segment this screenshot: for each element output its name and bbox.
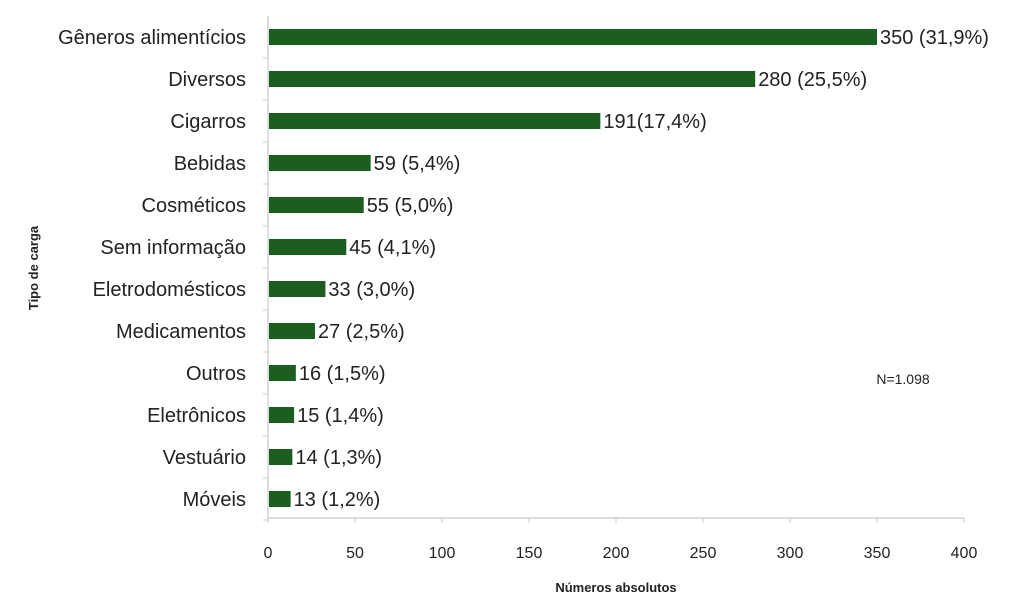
x-tick-label: 300 <box>777 545 804 562</box>
category-label: Sem informação <box>100 237 246 259</box>
data-label: 13 (1,2%) <box>294 489 381 511</box>
x-tick-label: 0 <box>264 545 273 562</box>
x-tick-label: 200 <box>603 545 630 562</box>
bar <box>269 491 291 507</box>
data-label: 33 (3,0%) <box>328 279 415 301</box>
data-label: 191(17,4%) <box>603 111 706 133</box>
bar <box>269 71 756 87</box>
bar <box>269 197 364 213</box>
data-label: 280 (25,5%) <box>758 69 867 91</box>
data-label: 55 (5,0%) <box>367 195 454 217</box>
bar <box>269 365 296 381</box>
category-label: Eletrônicos <box>147 405 246 427</box>
category-label: Medicamentos <box>116 321 246 343</box>
y-axis-title: Tipo de carga <box>26 225 41 310</box>
category-label: Gêneros alimentícios <box>58 27 246 49</box>
data-label: 15 (1,4%) <box>297 405 384 427</box>
bar <box>269 449 293 465</box>
x-tick-label: 100 <box>429 545 456 562</box>
x-tick-label: 400 <box>951 545 978 562</box>
x-ticks: 0 50 100 150 200 250 300 350 400 <box>263 57 978 562</box>
category-label: Móveis <box>183 489 246 511</box>
bars-layer <box>269 29 877 507</box>
category-label: Bebidas <box>174 153 246 175</box>
category-label: Vestuário <box>163 447 246 469</box>
category-label: Diversos <box>168 69 246 91</box>
bar <box>269 239 347 255</box>
bar <box>269 323 315 339</box>
data-label: 27 (2,5%) <box>318 321 405 343</box>
bar <box>269 155 371 171</box>
category-label: Eletrodomésticos <box>93 279 246 301</box>
x-tick-label: 350 <box>864 545 891 562</box>
x-axis-title: Números absolutos <box>555 580 676 595</box>
category-labels: Gêneros alimentícios Diversos Cigarros Bebi… <box>58 27 246 511</box>
bar <box>269 281 326 297</box>
x-tick-label: 50 <box>346 545 364 562</box>
data-label: 350 (31,9%) <box>880 27 989 49</box>
category-label: Cigarros <box>170 111 246 133</box>
axes <box>267 16 964 519</box>
bar <box>269 407 295 423</box>
x-tick-label: 150 <box>516 545 543 562</box>
data-label: 45 (4,1%) <box>349 237 436 259</box>
category-label: Cosméticos <box>142 195 246 217</box>
data-label: 14 (1,3%) <box>295 447 382 469</box>
data-label: 16 (1,5%) <box>299 363 386 385</box>
x-tick-label: 250 <box>690 545 717 562</box>
data-labels: 350 (31,9%) 280 (25,5%) 191(17,4%) 59 (5,4%… <box>294 27 989 511</box>
sample-size-note: N=1.098 <box>876 371 930 387</box>
bar <box>269 29 877 45</box>
data-label: 59 (5,4%) <box>374 153 461 175</box>
category-label: Outros <box>186 363 246 385</box>
bar <box>269 113 601 129</box>
